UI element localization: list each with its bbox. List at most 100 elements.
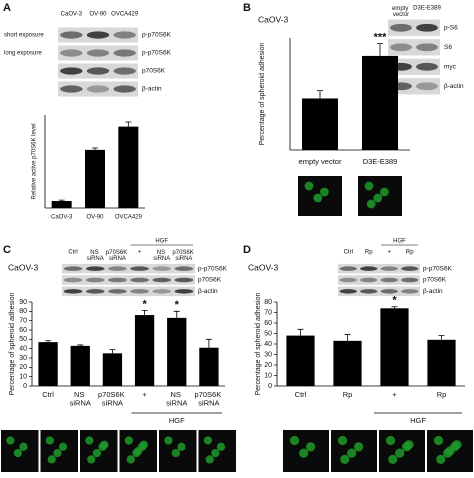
bar bbox=[134, 315, 155, 386]
y-tick-label: 60 bbox=[19, 327, 27, 334]
blot-band bbox=[60, 31, 83, 39]
cell bbox=[366, 199, 376, 209]
panel: Ap-p70S6K p-p70S6K p70S6K β-actin short expo… bbox=[3, 2, 172, 221]
x-tick-label: + bbox=[392, 390, 397, 399]
error-bar bbox=[391, 306, 398, 309]
panel: C CaOV-3 p-p70S6K p70S6K β-actin Ctrl NS siRNA… bbox=[1, 239, 236, 472]
blot-group-label: HGF bbox=[155, 239, 168, 245]
error-bar bbox=[317, 90, 323, 99]
error-bar bbox=[58, 199, 65, 202]
blot-band bbox=[113, 85, 136, 93]
cell bbox=[19, 442, 28, 451]
cell bbox=[305, 442, 316, 452]
blot-strip bbox=[338, 286, 420, 297]
y-tick-label: 80 bbox=[264, 299, 272, 306]
cell bbox=[380, 187, 389, 197]
blot-column-label: Rp bbox=[406, 250, 414, 256]
error-bar bbox=[438, 335, 445, 340]
cell bbox=[299, 448, 309, 458]
y-tick-label: 40 bbox=[264, 341, 272, 348]
x-tick-label: Ctrl bbox=[295, 390, 307, 399]
bar bbox=[85, 149, 105, 208]
blot-band bbox=[360, 277, 378, 283]
blot-column-label: CaOV-3 bbox=[61, 12, 83, 18]
blot-band bbox=[416, 23, 438, 32]
y-tick-label: 20 bbox=[264, 362, 272, 369]
blot-column-label: NS siRNA bbox=[87, 250, 104, 262]
bar bbox=[102, 353, 123, 386]
x-tick-label: OV-90 bbox=[86, 215, 104, 221]
x-tick-label: Rp bbox=[343, 390, 353, 399]
bar bbox=[380, 308, 409, 386]
blot-column-label: + bbox=[387, 250, 391, 256]
blot-group-label: HGF bbox=[393, 239, 406, 245]
blot-band bbox=[401, 266, 419, 271]
x-tick-label: Ctrl bbox=[42, 390, 54, 399]
blot-row-label: β-actin bbox=[142, 86, 162, 93]
y-tick-label: 20 bbox=[19, 364, 27, 371]
error-bar bbox=[109, 349, 116, 354]
cell bbox=[53, 448, 62, 458]
y-tick-label: 70 bbox=[19, 318, 27, 325]
cell bbox=[139, 440, 148, 449]
blot-band bbox=[60, 85, 83, 93]
blot-band bbox=[390, 43, 412, 52]
bar bbox=[38, 342, 58, 386]
blot-column-label: + bbox=[138, 250, 142, 256]
blot-band bbox=[174, 289, 194, 294]
blot-band bbox=[85, 289, 105, 294]
cell bbox=[353, 442, 364, 452]
blot-row-label: myc bbox=[444, 63, 457, 70]
x-tick-label: CaOV-3 bbox=[51, 215, 73, 221]
cell bbox=[134, 446, 143, 456]
x-tick-label: NS siRNA bbox=[166, 390, 187, 408]
error-bar bbox=[377, 43, 383, 56]
blot-band bbox=[380, 289, 398, 294]
x-tick-label: OVCA429 bbox=[115, 215, 143, 221]
blot-band bbox=[60, 67, 83, 75]
blot-band bbox=[108, 277, 127, 283]
blot-band bbox=[360, 266, 378, 271]
y-tick-label: 10 bbox=[19, 374, 27, 381]
y-tick-label: 0 bbox=[23, 383, 27, 390]
bar bbox=[286, 335, 315, 386]
bar bbox=[51, 201, 72, 208]
blot-row-label: p-p70S6K bbox=[198, 265, 228, 272]
annotation: *** bbox=[374, 32, 388, 44]
cell bbox=[205, 455, 214, 464]
bar bbox=[427, 339, 456, 386]
blot-band bbox=[86, 49, 110, 57]
y-tick-label: 10 bbox=[264, 372, 272, 379]
blot-band bbox=[86, 31, 110, 39]
cell bbox=[337, 435, 348, 446]
blot-column-label: p70S6K siRNA bbox=[172, 250, 195, 262]
cell bbox=[320, 187, 329, 197]
blot-band bbox=[401, 289, 419, 294]
y-tick-label: 30 bbox=[264, 351, 272, 358]
blot-row-label: p70S6K bbox=[142, 68, 166, 75]
y-tick-label: 0 bbox=[268, 383, 272, 390]
blot-column-label: Ctrl bbox=[344, 250, 353, 256]
blot-band bbox=[130, 289, 149, 294]
cell bbox=[171, 448, 180, 458]
cell-line: CaOV-3 bbox=[8, 262, 39, 272]
cell-line: CaOV-3 bbox=[258, 14, 289, 24]
group-label: HGF bbox=[410, 416, 426, 425]
blot-strip bbox=[58, 45, 138, 61]
cell bbox=[340, 454, 350, 465]
blot-strip bbox=[62, 263, 195, 274]
panel-letter: B bbox=[243, 2, 251, 14]
x-tick-label: NS siRNA bbox=[70, 390, 91, 408]
cell bbox=[6, 436, 15, 445]
blot-row-label: p70S6K bbox=[198, 277, 222, 284]
x-tick-label: p70S6K siRNA bbox=[195, 390, 224, 408]
y-tick-label: 80 bbox=[19, 308, 27, 315]
annotation: * bbox=[175, 299, 180, 311]
cell bbox=[177, 442, 186, 451]
y-tick-label: 60 bbox=[264, 320, 272, 327]
cell bbox=[13, 448, 22, 458]
blot-column-label: empty vector bbox=[392, 6, 410, 18]
blot-band bbox=[152, 289, 172, 294]
blot-row-label: β-actin bbox=[444, 83, 464, 90]
